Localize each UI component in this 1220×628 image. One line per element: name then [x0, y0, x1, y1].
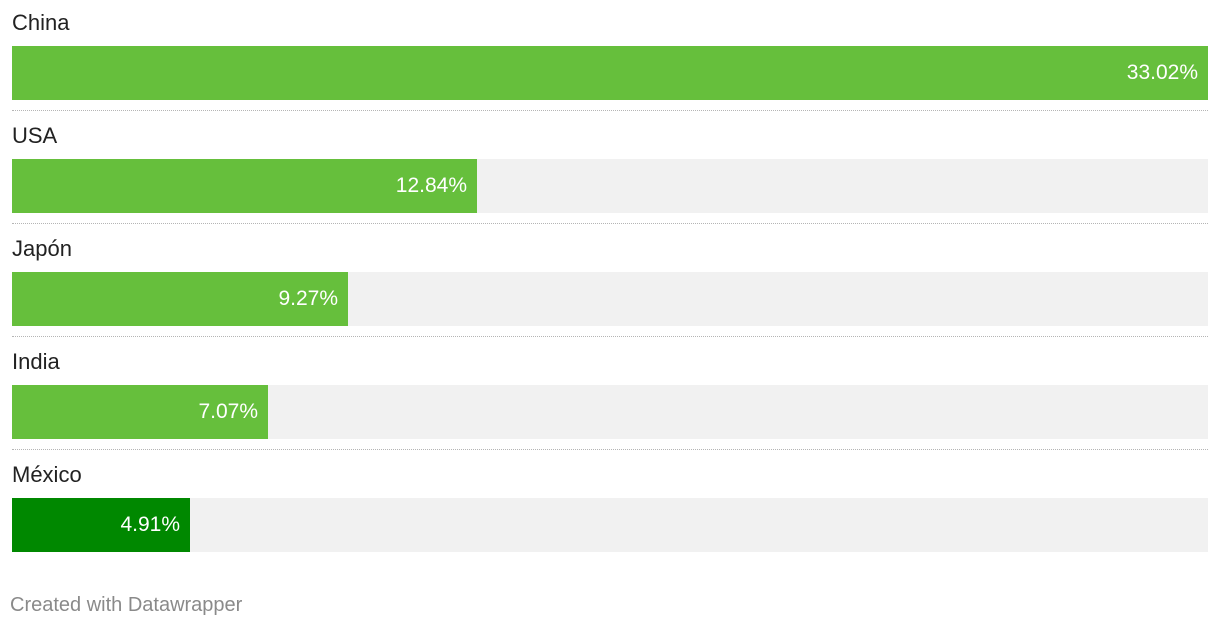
bar-row: México 4.91% [12, 452, 1208, 564]
value-label: 4.91% [120, 513, 180, 536]
bar [12, 385, 268, 439]
category-label: India [12, 349, 60, 374]
row-separator [12, 449, 1208, 450]
category-label: Japón [12, 236, 72, 261]
bar-track: 33.02% [12, 46, 1208, 100]
value-label: 12.84% [395, 174, 467, 197]
bar [12, 272, 348, 326]
bar-row: China 33.02% [12, 0, 1208, 112]
bar [12, 159, 477, 213]
bar [12, 46, 1208, 100]
bar-track: 7.07% [12, 385, 1208, 439]
category-label: China [12, 10, 70, 35]
value-label: 33.02% [1126, 61, 1198, 84]
bar-track: 9.27% [12, 272, 1208, 326]
bar-track: 12.84% [12, 159, 1208, 213]
row-separator [12, 223, 1208, 224]
row-separator [12, 336, 1208, 337]
value-label: 7.07% [198, 400, 258, 423]
bar-track: 4.91% [12, 498, 1208, 552]
bar-row: USA 12.84% [12, 113, 1208, 225]
category-label: USA [12, 123, 58, 148]
bar [12, 498, 190, 552]
bar-row: India 7.07% [12, 339, 1208, 451]
datawrapper-credit: Created with Datawrapper [10, 594, 243, 616]
category-label: México [12, 462, 82, 487]
bar-row: Japón 9.27% [12, 226, 1208, 338]
value-label: 9.27% [278, 287, 338, 310]
row-separator [12, 110, 1208, 111]
